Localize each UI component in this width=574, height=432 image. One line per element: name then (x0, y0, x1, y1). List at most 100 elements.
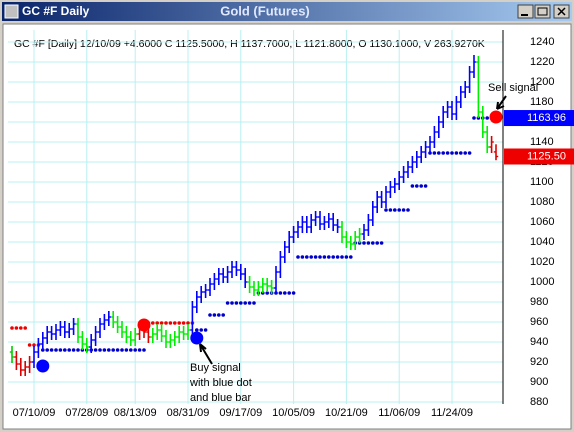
stop-dot-long (107, 348, 111, 352)
app-icon (4, 4, 19, 19)
stop-dot-long (102, 348, 107, 352)
y-tick-label: 1100 (530, 176, 554, 188)
signal-dot (489, 110, 503, 124)
stop-dot-long (120, 348, 124, 352)
stop-dot-long (423, 184, 428, 188)
stop-dot-long (265, 291, 270, 295)
stop-dot-short (151, 321, 155, 325)
stop-dot-long (437, 151, 441, 155)
stop-dot-long (406, 208, 410, 212)
y-tick-label: 1060 (530, 216, 554, 228)
window-buttons[interactable] (517, 4, 570, 19)
stop-dot-long (208, 313, 212, 317)
stop-dot-long (58, 348, 63, 352)
stop-dot-long (142, 348, 146, 352)
title-bar (2, 2, 572, 21)
stop-dot-long (454, 151, 459, 155)
stop-dot-long (375, 241, 380, 245)
annotation: with blue dot (189, 377, 252, 389)
stop-dot-long (234, 301, 239, 305)
annotation: Sell signal (488, 82, 538, 94)
stop-dot-long (335, 255, 340, 259)
stop-dot-long (318, 255, 322, 259)
stop-dot-long (287, 291, 292, 295)
stop-dot-long (239, 301, 243, 305)
stop-dot-short (23, 326, 28, 330)
maximize-button[interactable] (534, 4, 551, 19)
x-tick-label: 08/31/09 (167, 407, 210, 419)
stop-dot-long (217, 313, 221, 317)
stop-dot-long (252, 301, 256, 305)
y-tick-label: 880 (530, 396, 548, 408)
x-tick-label: 09/17/09 (219, 407, 262, 419)
stop-dot-long (129, 348, 133, 352)
annotation-arrow (496, 95, 507, 110)
stop-dot-long (76, 348, 80, 352)
y-tick-label: 1200 (530, 76, 554, 88)
price-label-box (504, 110, 574, 127)
stop-dot-short (173, 321, 177, 325)
chart-area (2, 23, 572, 430)
stop-dot-long (366, 241, 371, 245)
minimize-button[interactable] (517, 4, 534, 19)
stop-dot-long (278, 291, 283, 295)
stop-dot-long (331, 255, 336, 259)
stop-dot-long (225, 301, 230, 305)
stop-dot-long (349, 255, 353, 259)
y-tick-label: 1240 (530, 36, 554, 48)
y-tick-label: 1220 (530, 56, 554, 68)
chart-title: Gold (Futures) (220, 3, 310, 18)
stop-dot-short (159, 321, 164, 325)
stop-dot-long (309, 255, 314, 259)
stop-dot-long (388, 208, 393, 212)
price-label-box (504, 148, 574, 165)
price-label: 1163.96 (527, 112, 566, 124)
stop-dot-short (19, 326, 23, 330)
annotation-arrow (199, 343, 213, 365)
stop-dot-long (459, 151, 463, 155)
stop-dot-long (450, 151, 454, 155)
stop-dot-short (10, 326, 14, 330)
stop-dot-short (186, 321, 190, 325)
y-tick-label: 1140 (530, 136, 554, 148)
stop-dot-long (463, 151, 468, 155)
y-tick-label: 960 (530, 316, 548, 328)
x-tick-label: 11/24/09 (431, 407, 473, 419)
y-tick-label: 1040 (530, 236, 554, 248)
y-tick-label: 1020 (530, 256, 554, 268)
stop-dot-long (410, 184, 415, 188)
x-tick-label: 08/13/09 (114, 407, 157, 419)
stop-dot-long (445, 151, 450, 155)
y-tick-label: 900 (530, 376, 548, 388)
stop-dot-long (243, 301, 247, 305)
price-label: 1125.50 (527, 150, 566, 162)
signal-dot (36, 359, 50, 373)
stop-dot-long (340, 255, 344, 259)
stop-dot-long (115, 348, 120, 352)
stop-dot-long (203, 328, 208, 332)
stop-dot-long (362, 241, 366, 245)
stop-dot-long (415, 184, 419, 188)
stop-dot-long (221, 313, 225, 317)
stop-dot-long (212, 313, 217, 317)
annotation: and blue bar (190, 392, 251, 404)
stop-dot-long (98, 348, 102, 352)
stop-dot-short (32, 343, 36, 347)
x-tick-label: 07/28/09 (65, 407, 108, 419)
stop-dot-long (419, 184, 424, 188)
stop-dot-long (322, 255, 327, 259)
stop-dot-long (195, 328, 199, 332)
stop-dot-long (441, 151, 446, 155)
annotation: Buy signal (190, 362, 241, 374)
stop-dot-long (137, 348, 142, 352)
stop-dot-long (305, 255, 309, 259)
stop-dot-long (291, 291, 296, 295)
stop-dot-long (379, 241, 384, 245)
stop-dot-long (199, 328, 203, 332)
stop-dot-long (467, 151, 472, 155)
stop-dot-long (401, 208, 406, 212)
y-tick-label: 1180 (530, 96, 554, 108)
y-tick-label: 980 (530, 296, 548, 308)
